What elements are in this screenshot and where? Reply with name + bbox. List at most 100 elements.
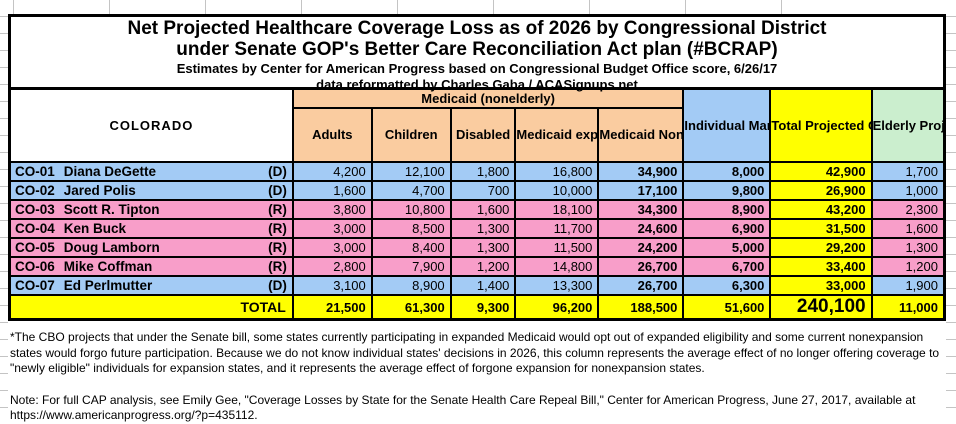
district-cell: CO-07 Ed Perlmutter (D) (8, 275, 294, 296)
table-row: CO-02 Jared Polis (D) 1,600 4,700 700 10,0… (8, 180, 946, 201)
district-cell: CO-01 Diana DeGette (D) (8, 161, 294, 182)
cell-elderly: 1,300 (870, 237, 946, 258)
col-header-subtotal: Medicaid Nonelderly subtotal (597, 107, 685, 163)
district-label: CO-05 (15, 240, 55, 255)
col-header-elderly: Elderly Projected to lose Medicaid (870, 87, 946, 163)
cell-elderly: 1,900 (870, 275, 946, 296)
notes-section: *The CBO projects that under the Senate … (8, 321, 946, 424)
district-label: CO-02 (15, 183, 55, 198)
cell-disabled: 1,200 (449, 256, 517, 277)
district-label: CO-03 (15, 202, 55, 217)
party-label: (R) (268, 259, 287, 274)
cell-children: 4,700 (370, 180, 452, 201)
total-individual-market: 51,600 (682, 294, 772, 321)
cell-total-loss: 29,200 (769, 237, 873, 258)
cell-individual-market: 8,000 (682, 161, 772, 182)
cell-individual-market: 6,900 (682, 218, 772, 239)
cell-total-loss: 31,500 (769, 218, 873, 239)
cell-elderly: 1,700 (870, 161, 946, 182)
cell-subtotal: 26,700 (597, 256, 685, 277)
table-row: CO-06 Mike Coffman (R) 2,800 7,900 1,200 1… (8, 256, 946, 277)
total-label: TOTAL (8, 294, 294, 321)
representative-name: Mike Coffman (63, 259, 153, 274)
table-row: CO-07 Ed Perlmutter (D) 3,100 8,900 1,400 … (8, 275, 946, 296)
sheet: Net Projected Healthcare Coverage Loss a… (8, 14, 946, 424)
cell-children: 8,900 (370, 275, 452, 296)
cell-elderly: 1,200 (870, 256, 946, 277)
cell-adults: 1,600 (291, 180, 373, 201)
representative-name: Doug Lamborn (63, 240, 160, 255)
coverage-loss-table: COLORADO Medicaid (nonelderly) Individua… (8, 87, 946, 321)
cell-individual-market: 5,000 (682, 237, 772, 258)
cell-adults: 3,800 (291, 199, 373, 220)
party-label: (R) (268, 202, 287, 217)
source-note: Note: For full CAP analysis, see Emily G… (10, 393, 944, 424)
cell-expansion: 11,700 (514, 218, 600, 239)
title-box: Net Projected Healthcare Coverage Loss a… (8, 14, 946, 92)
cell-disabled: 700 (449, 180, 517, 201)
total-disabled: 9,300 (449, 294, 517, 321)
page-title-line1: Net Projected Healthcare Coverage Loss a… (127, 18, 827, 39)
cell-disabled: 1,800 (449, 161, 517, 182)
district-label: CO-01 (15, 164, 55, 179)
page-subtitle-source: Estimates by Center for American Progres… (176, 61, 778, 76)
party-label: (D) (268, 164, 287, 179)
cell-disabled: 1,300 (449, 237, 517, 258)
col-header-expansion: Medicaid expansion* (514, 107, 600, 163)
representative-name: Jared Polis (63, 183, 136, 198)
district-cell: CO-05 Doug Lamborn (R) (8, 237, 294, 258)
total-subtotal: 188,500 (597, 294, 685, 321)
cell-total-loss: 33,000 (769, 275, 873, 296)
cell-children: 8,400 (370, 237, 452, 258)
table-row: CO-01 Diana DeGette (D) 4,200 12,100 1,800… (8, 161, 946, 182)
cell-disabled: 1,300 (449, 218, 517, 239)
total-row: TOTAL 21,500 61,300 9,300 96,200 188,500… (8, 294, 946, 321)
cell-expansion: 14,800 (514, 256, 600, 277)
total-coverage-loss: 240,100 (769, 294, 873, 321)
col-header-adults: Adults (291, 107, 373, 163)
cell-individual-market: 9,800 (682, 180, 772, 201)
cell-expansion: 18,100 (514, 199, 600, 220)
page-title-line2: under Senate GOP's Better Care Reconcili… (176, 39, 778, 60)
col-header-individual-market: Individual Market (682, 87, 772, 163)
cell-total-loss: 42,900 (769, 161, 873, 182)
party-label: (R) (268, 221, 287, 236)
district-label: CO-04 (15, 221, 55, 236)
district-cell: CO-06 Mike Coffman (R) (8, 256, 294, 277)
representative-name: Ed Perlmutter (63, 278, 153, 293)
cell-disabled: 1,600 (449, 199, 517, 220)
cell-expansion: 10,000 (514, 180, 600, 201)
party-label: (D) (268, 183, 287, 198)
district-label: CO-07 (15, 278, 55, 293)
table-row: CO-03 Scott R. Tipton (R) 3,800 10,800 1,6… (8, 199, 946, 220)
total-children: 61,300 (370, 294, 452, 321)
col-header-disabled: Disabled (449, 107, 517, 163)
page-subtitle-credit: data reformatted by Charles Gaba / ACASi… (316, 77, 638, 92)
cell-elderly: 2,300 (870, 199, 946, 220)
cell-elderly: 1,000 (870, 180, 946, 201)
total-elderly: 11,000 (870, 294, 946, 321)
cell-adults: 3,000 (291, 237, 373, 258)
cell-expansion: 13,300 (514, 275, 600, 296)
medicaid-group-header: Medicaid (nonelderly) (291, 87, 685, 109)
table-row: CO-05 Doug Lamborn (R) 3,000 8,400 1,300 1… (8, 237, 946, 258)
cell-total-loss: 33,400 (769, 256, 873, 277)
cell-total-loss: 26,900 (769, 180, 873, 201)
col-header-total-loss: Total Projected Coverage Loss (769, 87, 873, 163)
footnote-text: *The CBO projects that under the Senate … (10, 330, 940, 375)
table-row: CO-04 Ken Buck (R) 3,000 8,500 1,300 11,70… (8, 218, 946, 239)
cell-individual-market: 8,900 (682, 199, 772, 220)
total-adults: 21,500 (291, 294, 373, 321)
total-expansion: 96,200 (514, 294, 600, 321)
cell-individual-market: 6,300 (682, 275, 772, 296)
col-header-children: Children (370, 107, 452, 163)
district-label: CO-06 (15, 259, 55, 274)
cell-expansion: 11,500 (514, 237, 600, 258)
cell-children: 8,500 (370, 218, 452, 239)
cell-adults: 4,200 (291, 161, 373, 182)
source-note-text: Note: For full CAP analysis, see Emily G… (10, 392, 916, 407)
cell-total-loss: 43,200 (769, 199, 873, 220)
cell-individual-market: 6,700 (682, 256, 772, 277)
cell-adults: 2,800 (291, 256, 373, 277)
cell-subtotal: 17,100 (597, 180, 685, 201)
